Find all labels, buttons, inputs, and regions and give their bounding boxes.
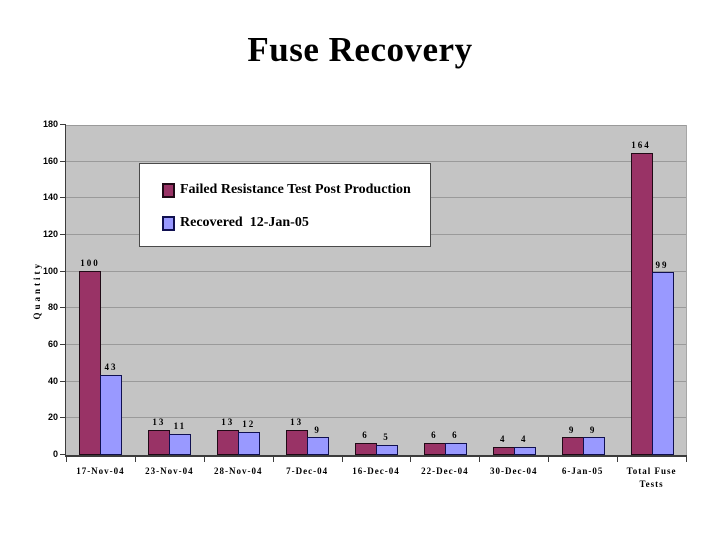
data-label-series0-7-Dec-04: 13 — [290, 417, 304, 428]
data-label-series0-6-Jan-05: 9 — [568, 424, 576, 435]
x-tick-6 — [479, 455, 480, 462]
x-axis-label-4: 16-Dec-04 — [352, 466, 400, 476]
x-axis-label-1: 23-Nov-04 — [145, 466, 194, 476]
x-tick-0 — [66, 455, 67, 462]
y-tick-label-180: 180 — [42, 119, 58, 129]
legend-swatch-failed — [162, 182, 175, 198]
bar-series0-Total Fuse Tests — [630, 153, 653, 455]
bar-series1-23-Nov-04 — [169, 434, 192, 455]
y-tick-40 — [60, 380, 66, 382]
y-tick-label-0: 0 — [52, 449, 58, 459]
legend-label-failed: Failed Resistance Test Post Production — [180, 182, 411, 197]
data-label-series1-Total Fuse Tests: 99 — [655, 259, 669, 270]
bar-series1-Total Fuse Tests — [651, 272, 674, 455]
y-tick-label-40: 40 — [47, 375, 58, 386]
x-tick-4 — [342, 455, 343, 462]
bar-series0-17-Nov-04 — [79, 271, 102, 455]
data-label-series0-17-Nov-04: 100 — [80, 257, 100, 268]
x-tick-5 — [410, 455, 411, 462]
data-label-series0-30-Dec-04: 4 — [500, 433, 507, 444]
bar-series0-30-Dec-04 — [492, 447, 515, 455]
gridline-40 — [66, 380, 686, 382]
plot-area: Failed Resistance Test Post Production R… — [43, 119, 687, 489]
y-tick-label-140: 140 — [42, 192, 58, 203]
legend: Failed Resistance Test Post Production R… — [139, 163, 431, 247]
y-tick-20 — [60, 417, 66, 419]
data-label-series1-23-Nov-04: 11 — [173, 420, 187, 431]
bar-series0-6-Jan-05 — [561, 437, 584, 455]
x-tick-8 — [617, 455, 618, 462]
x-axis-label-0: 17-Nov-04 — [76, 466, 125, 476]
x-tick-2 — [204, 455, 205, 462]
legend-label-recovered: Recovered 12-Jan-05 — [180, 215, 309, 230]
x-axis-label-5: 22-Dec-04 — [421, 466, 469, 476]
bar-series1-22-Dec-04 — [444, 443, 467, 455]
bar-series1-16-Dec-04 — [376, 445, 398, 455]
x-axis-label-8: Total Fuse Tests — [626, 466, 677, 489]
y-tick-label-20: 20 — [47, 412, 58, 423]
y-tick-180 — [60, 124, 66, 125]
x-tick-7 — [548, 455, 549, 462]
page-title: Fuse Recovery — [247, 30, 473, 69]
gridline-100 — [66, 270, 686, 272]
gridline-20 — [66, 417, 686, 419]
legend-swatch-recovered — [162, 215, 175, 231]
x-tick-1 — [135, 455, 136, 462]
data-label-series0-23-Nov-04: 13 — [152, 417, 166, 428]
gridline-60 — [66, 344, 686, 345]
gridline-160 — [66, 160, 686, 162]
data-label-series0-Total Fuse Tests: 164 — [631, 140, 651, 151]
x-axis-label-3: 7-Dec-04 — [286, 466, 329, 476]
y-tick-120 — [60, 234, 66, 235]
y-tick-160 — [60, 160, 66, 162]
data-label-series1-6-Jan-05: 9 — [589, 424, 597, 435]
x-axis-label-7: 6-Jan-05 — [561, 466, 604, 476]
data-label-series0-22-Dec-04: 6 — [431, 430, 438, 440]
legend-item-failed: Failed Resistance Test Post Production — [162, 175, 411, 205]
y-tick-100 — [60, 270, 66, 272]
data-label-series0-28-Nov-04: 13 — [221, 417, 235, 428]
y-tick-label-60: 60 — [47, 339, 58, 349]
bar-series0-28-Nov-04 — [217, 430, 240, 455]
data-label-series1-22-Dec-04: 6 — [452, 430, 459, 440]
y-tick-60 — [60, 344, 66, 345]
y-tick-140 — [60, 197, 66, 199]
bar-series1-17-Nov-04 — [100, 375, 123, 455]
y-tick-label-80: 80 — [47, 302, 58, 313]
data-label-series0-16-Dec-04: 6 — [362, 430, 369, 440]
bar-series1-6-Jan-05 — [582, 437, 605, 455]
data-label-series1-28-Nov-04: 12 — [242, 419, 256, 429]
y-tick-80 — [60, 307, 66, 309]
y-tick-label-100: 100 — [42, 265, 58, 276]
bar-series1-7-Dec-04 — [307, 437, 330, 455]
bar-series0-16-Dec-04 — [355, 443, 377, 455]
x-axis-label-2: 28-Nov-04 — [213, 466, 263, 476]
data-label-series1-30-Dec-04: 4 — [521, 433, 528, 444]
gridline-180 — [66, 125, 686, 126]
data-label-series1-7-Dec-04: 9 — [314, 424, 321, 435]
data-label-series1-17-Nov-04: 43 — [104, 362, 118, 373]
y-axis-title: Quantity — [28, 125, 46, 455]
bar-series0-22-Dec-04 — [423, 443, 446, 455]
data-label-series1-16-Dec-04: 5 — [383, 431, 390, 442]
bar-series0-23-Nov-04 — [148, 430, 171, 455]
x-axis-label-6: 30-Dec-04 — [490, 466, 538, 476]
y-tick-0 — [60, 454, 66, 455]
x-tick-9 — [686, 455, 687, 462]
x-tick-3 — [273, 455, 274, 462]
legend-item-recovered: Recovered 12-Jan-05 — [162, 208, 309, 238]
y-tick-label-160: 160 — [42, 155, 58, 166]
gridline-80 — [66, 307, 686, 309]
bar-series1-30-Dec-04 — [513, 447, 536, 455]
y-tick-label-120: 120 — [42, 229, 58, 239]
bar-series1-28-Nov-04 — [238, 432, 261, 455]
